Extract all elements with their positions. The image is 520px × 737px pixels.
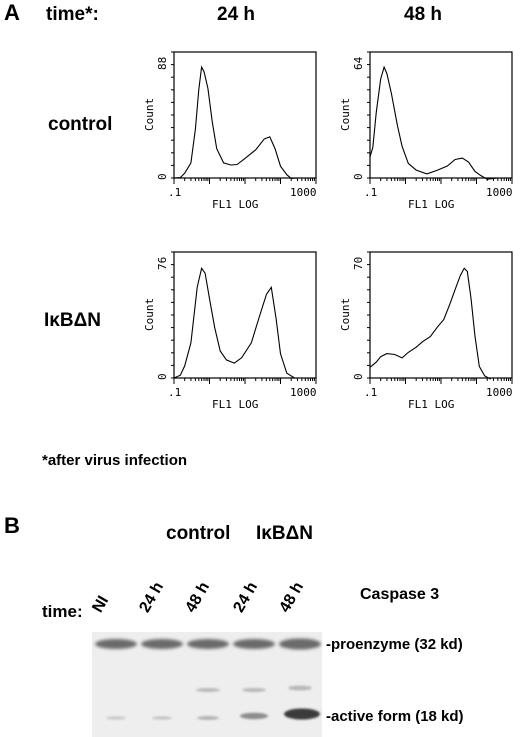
x-axis-label: FL1 LOG (408, 198, 454, 211)
protein-label: Caspase 3 (360, 586, 440, 603)
histogram-curve (369, 65, 498, 180)
y-zero-label: 0 (156, 373, 169, 380)
footnote: *after virus infection (42, 452, 188, 469)
y-max-label: 76 (156, 257, 169, 270)
histogram-frame (369, 251, 513, 379)
x-max-label: 1000 (486, 386, 513, 399)
y-zero-label: 0 (352, 173, 365, 180)
histogram-curve (173, 266, 295, 379)
time-label: time*: (46, 4, 99, 25)
x-max-label: 1000 (290, 386, 317, 399)
panel-b-letter: B (4, 513, 20, 538)
row-label-ikb: IκBΔN (44, 310, 101, 331)
y-axis-label: Count (339, 298, 352, 331)
x-max-label: 1000 (486, 186, 513, 199)
x-axis-label: FL1 LOG (408, 398, 454, 411)
column-header-48h: 48 h (404, 4, 443, 25)
histogram-curve (369, 267, 491, 380)
x-min-label: .1 (364, 386, 377, 399)
group-label-control: control (166, 523, 231, 544)
y-zero-label: 0 (352, 373, 365, 380)
x-min-label: .1 (168, 386, 181, 399)
y-axis-label: Count (339, 98, 352, 131)
x-min-label: .1 (364, 186, 377, 199)
x-min-label: .1 (168, 186, 181, 199)
y-max-label: 88 (156, 57, 169, 70)
panel-a-letter: A (4, 0, 20, 25)
western-blot-image (92, 632, 322, 737)
blot-time-label: time: (42, 602, 83, 621)
y-max-label: 70 (352, 257, 365, 270)
x-axis-label: FL1 LOG (212, 398, 258, 411)
histogram-curve (173, 65, 298, 179)
y-axis-label: Count (143, 98, 156, 131)
band-label-proenzyme: -proenzyme (32 kd) (326, 636, 463, 653)
x-max-label: 1000 (290, 186, 317, 199)
group-label-ikb: IκBΔN (256, 523, 313, 544)
y-zero-label: 0 (156, 173, 169, 180)
band-label-active-form: -active form (18 kd) (326, 708, 464, 725)
y-axis-label: Count (143, 298, 156, 331)
column-header-24h: 24 h (217, 4, 256, 25)
row-label-control: control (48, 114, 113, 135)
x-axis-label: FL1 LOG (212, 198, 258, 211)
y-max-label: 64 (352, 56, 365, 70)
